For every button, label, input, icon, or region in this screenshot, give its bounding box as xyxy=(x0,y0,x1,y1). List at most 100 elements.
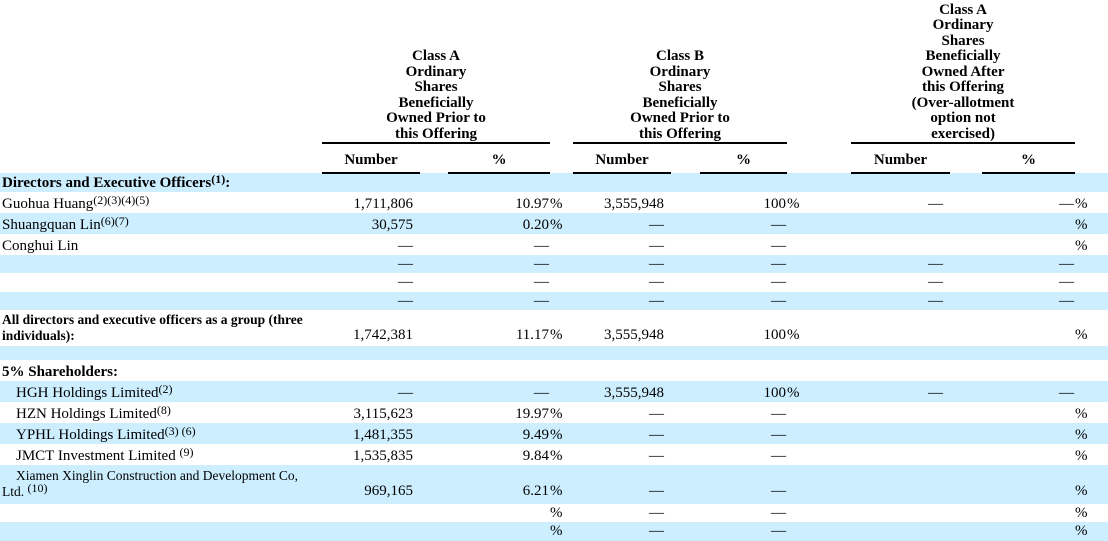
row-label-line: Conghui Lin xyxy=(2,237,79,254)
column-gap xyxy=(564,0,573,143)
cell-classB-prior-number: 3,555,948 xyxy=(604,384,665,401)
column-group-title-line: Class A xyxy=(412,48,460,64)
cell-classA-prior-pct-sign: % xyxy=(550,326,563,343)
cell-classA-prior-number: 1,742,381 xyxy=(353,326,413,343)
row-label-line: individuals): xyxy=(2,327,75,343)
cell-after-pct xyxy=(982,310,1075,346)
cell-after-pct: — xyxy=(1059,292,1075,309)
cell-classA-prior-pct-sign xyxy=(550,360,564,381)
table-row: 5% Shareholders: xyxy=(0,360,1108,381)
column-gap xyxy=(801,504,851,522)
column-group-title-line: Shares xyxy=(941,32,985,49)
column-gap xyxy=(801,234,851,255)
cell-classB-prior-pct-sign xyxy=(787,402,801,423)
column-gap xyxy=(950,360,982,381)
cell-classB-prior-number xyxy=(573,360,671,381)
column-gap xyxy=(671,273,700,291)
table-row: % — —% xyxy=(0,504,1108,522)
percent-column-header: % xyxy=(982,143,1076,174)
table-row: Conghui Lin — — — —% xyxy=(0,234,1108,255)
cell-classA-prior-number: — xyxy=(398,384,413,401)
column-gap xyxy=(801,192,851,213)
column-gap xyxy=(801,292,851,310)
cell-after-pct-sign: % xyxy=(1075,426,1088,443)
column-gap xyxy=(550,0,564,143)
column-gap xyxy=(671,255,700,273)
column-group-title-line: Shares xyxy=(414,79,458,95)
table-row: Guohua Huang(2)(3)(4)(5) 1,711,806 10.97% 3… xyxy=(0,192,1108,213)
row-label xyxy=(0,504,322,522)
column-gap xyxy=(950,444,982,465)
row-label-line: Ltd. (10) xyxy=(2,481,48,500)
cell-classA-prior-pct xyxy=(448,173,550,192)
column-gap xyxy=(950,402,982,423)
column-gap xyxy=(1089,360,1108,381)
column-gap xyxy=(801,273,851,291)
cell-classB-prior-number: — xyxy=(649,482,665,499)
row-label: Conghui Lin xyxy=(0,234,322,255)
cell-after-pct xyxy=(982,234,1075,255)
column-group-title-line: exercised) xyxy=(931,125,995,142)
column-gap xyxy=(1089,0,1108,143)
column-gap xyxy=(950,381,982,402)
cell-after-pct xyxy=(982,346,1075,360)
column-gap xyxy=(1089,273,1108,291)
row-label-line: 5% Shareholders: xyxy=(2,363,118,380)
cell-classB-prior-number xyxy=(573,173,671,192)
cell-classA-prior-pct-sign xyxy=(550,346,564,360)
table-row: HZN Holdings Limited(8) 3,115,623 19.97% — —… xyxy=(0,402,1108,423)
column-labels-row: Number% Number% Number% xyxy=(0,143,1108,174)
cell-classA-prior-number: — xyxy=(398,274,413,291)
cell-classB-prior-pct-sign xyxy=(787,444,801,465)
cell-after-number xyxy=(851,360,950,381)
cell-classB-prior-pct-sign: % xyxy=(787,195,800,212)
cell-classA-prior-number xyxy=(322,173,420,192)
column-gap xyxy=(950,255,982,273)
footnote-marker: (2)(3)(4)(5) xyxy=(93,192,150,207)
column-group-title-line: Beneficially xyxy=(642,94,718,111)
cell-after-pct-sign: % xyxy=(1075,216,1088,233)
column-gap xyxy=(420,143,448,173)
footnote-marker: (2) xyxy=(158,381,173,396)
column-group-header: Class A Ordinary Shares Beneficially Owned A… xyxy=(851,0,1076,144)
row-label xyxy=(0,273,322,291)
column-gap xyxy=(671,213,700,234)
cell-classB-prior-number: — xyxy=(649,256,665,272)
column-group-title-line: Shares xyxy=(658,79,702,95)
column-gap xyxy=(801,444,851,465)
cell-classA-prior-pct: 10.97 xyxy=(515,195,550,212)
table-row: HGH Holdings Limited(2) — — 3,555,948 100% — — xyxy=(0,381,1108,403)
table-row: Directors and Executive Officers(1): xyxy=(0,173,1108,192)
cell-classB-prior-pct-sign xyxy=(787,213,801,234)
row-label xyxy=(0,255,322,273)
column-gap xyxy=(950,504,982,522)
column-gap xyxy=(801,360,851,381)
column-gap xyxy=(564,173,573,192)
row-label-line: All directors and executive officers as … xyxy=(2,311,303,327)
footnote-marker: (9) xyxy=(179,444,194,459)
cell-classB-prior-number: — xyxy=(649,426,665,443)
cell-classB-prior-pct xyxy=(700,346,787,360)
column-gap xyxy=(564,360,573,381)
cell-classA-prior-pct xyxy=(448,504,550,522)
column-gap xyxy=(550,143,564,173)
cell-after-pct: — xyxy=(1059,256,1075,272)
cell-classA-prior-pct: 0.20 xyxy=(522,216,550,233)
column-gap xyxy=(564,292,573,310)
column-gap xyxy=(420,423,448,444)
cell-classA-prior-pct-sign xyxy=(550,173,564,192)
cell-after-pct xyxy=(982,522,1075,540)
cell-classA-prior-pct-sign: % xyxy=(550,523,563,540)
cell-after-number: — xyxy=(928,256,944,272)
column-gap xyxy=(564,213,573,234)
table-row: All directors and executive officers as … xyxy=(0,310,1108,346)
column-gap xyxy=(950,143,982,173)
cell-classB-prior-number: — xyxy=(649,505,665,522)
column-gap xyxy=(801,381,851,402)
column-group-title-line: this Offering xyxy=(394,125,478,142)
column-gap xyxy=(671,360,700,381)
number-column-header: Number xyxy=(851,143,951,174)
cell-classA-prior-pct-sign: % xyxy=(550,216,563,233)
column-gap xyxy=(671,522,700,540)
cell-classA-prior-number xyxy=(322,522,420,540)
